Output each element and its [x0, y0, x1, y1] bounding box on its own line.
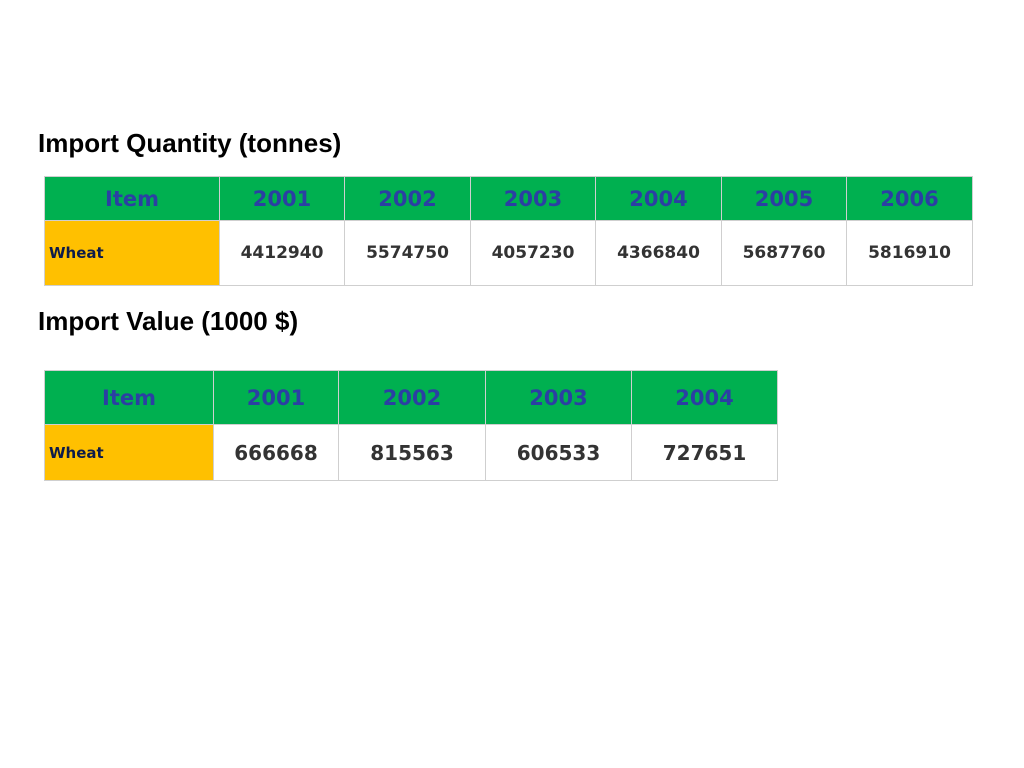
header-row: Item 2001 2002 2003 2004	[44, 370, 778, 425]
data-row: Wheat 666668 815563 606533 727651	[44, 424, 778, 481]
header-cell: 2006	[846, 176, 973, 221]
item-cell: Wheat	[44, 424, 214, 481]
header-cell: Item	[44, 370, 214, 425]
value-cell: 5574750	[344, 220, 471, 286]
header-cell: 2001	[219, 176, 345, 221]
header-row: Item 2001 2002 2003 2004 2005 2006	[44, 176, 973, 221]
value-cell: 666668	[213, 424, 339, 481]
value-cell: 4412940	[219, 220, 345, 286]
header-cell: 2004	[631, 370, 778, 425]
item-cell: Wheat	[44, 220, 220, 286]
data-table: Item 2001 2002 2003 2004 Wheat 666668 815563 606…	[44, 370, 778, 481]
header-cell: 2002	[338, 370, 486, 425]
value-cell: 4057230	[470, 220, 596, 286]
data-row: Wheat 4412940 5574750 4057230 4366840 5687760…	[44, 220, 973, 286]
header-cell: 2003	[485, 370, 632, 425]
header-cell: 2002	[344, 176, 471, 221]
value-cell: 815563	[338, 424, 486, 481]
data-table: Item 2001 2002 2003 2004 2005 2006 Wheat 4412940…	[44, 176, 973, 286]
header-cell: 2004	[595, 176, 722, 221]
value-cell: 727651	[631, 424, 778, 481]
value-cell: 606533	[485, 424, 632, 481]
section-title: Import Value (1000 $)	[38, 306, 299, 336]
value-cell: 4366840	[595, 220, 722, 286]
header-cell: 2003	[470, 176, 596, 221]
value-cell: 5816910	[846, 220, 973, 286]
header-cell: Item	[44, 176, 220, 221]
value-cell: 5687760	[721, 220, 847, 286]
header-cell: 2005	[721, 176, 847, 221]
section-title: Import Quantity (tonnes)	[38, 128, 342, 158]
header-cell: 2001	[213, 370, 339, 425]
